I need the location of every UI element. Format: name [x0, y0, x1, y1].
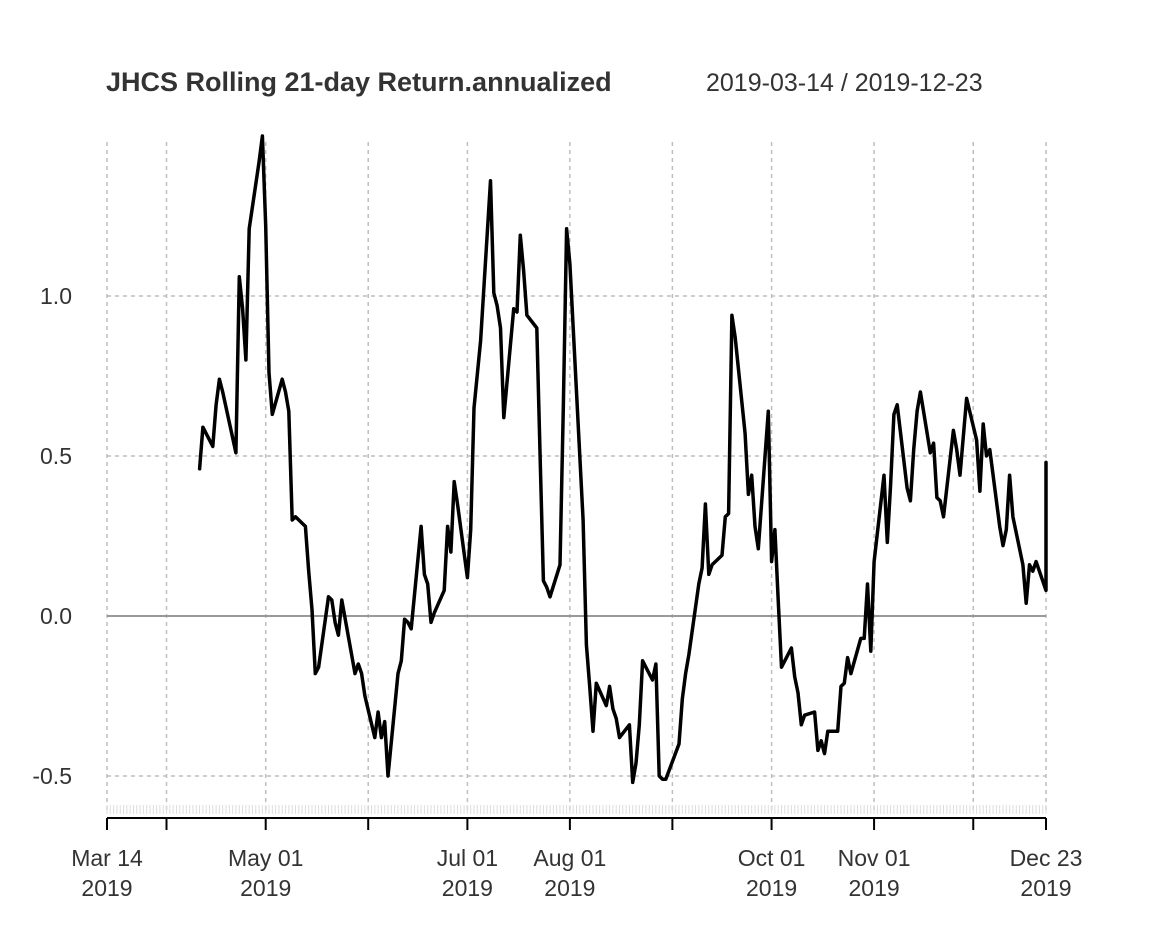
- x-tick-year-label: 2019: [848, 875, 899, 901]
- x-minor-ticks: [106, 805, 1047, 814]
- x-axis: Mar 14 2019 May 01 2019 Jul 01 2019 Aug 01 2019…: [71, 817, 1083, 901]
- x-tick-year-label: 2019: [442, 875, 493, 901]
- series-group: [197, 134, 1048, 785]
- x-tick-year-label: 2019: [746, 875, 797, 901]
- y-tick-label: 1.0: [40, 283, 72, 309]
- y-tick-label: 0.0: [40, 603, 72, 629]
- x-tick-label: Oct 01: [738, 845, 806, 871]
- y-axis: -0.5 0.0 0.5 1.0: [32, 283, 72, 789]
- series-line: [197, 134, 1048, 785]
- x-tick-year-label: 2019: [544, 875, 595, 901]
- x-tick-year-label: 2019: [81, 875, 132, 901]
- x-tick-label: Nov 01: [838, 845, 911, 871]
- x-tick-year-label: 2019: [1020, 875, 1071, 901]
- x-tick-label: May 01: [228, 845, 303, 871]
- x-tick-label: Mar 14: [71, 845, 143, 871]
- x-tick-label: Jul 01: [437, 845, 498, 871]
- y-tick-label: -0.5: [32, 763, 72, 789]
- chart-title: JHCS Rolling 21-day Return.annualized: [106, 67, 612, 97]
- x-tick-label: Aug 01: [533, 845, 606, 871]
- x-tick-label: Dec 23: [1010, 845, 1083, 871]
- x-tick-year-label: 2019: [240, 875, 291, 901]
- y-tick-label: 0.5: [40, 443, 72, 469]
- chart-title-group: JHCS Rolling 21-day Return.annualized 20…: [106, 67, 983, 97]
- chart-subtitle: 2019-03-14 / 2019-12-23: [706, 69, 983, 97]
